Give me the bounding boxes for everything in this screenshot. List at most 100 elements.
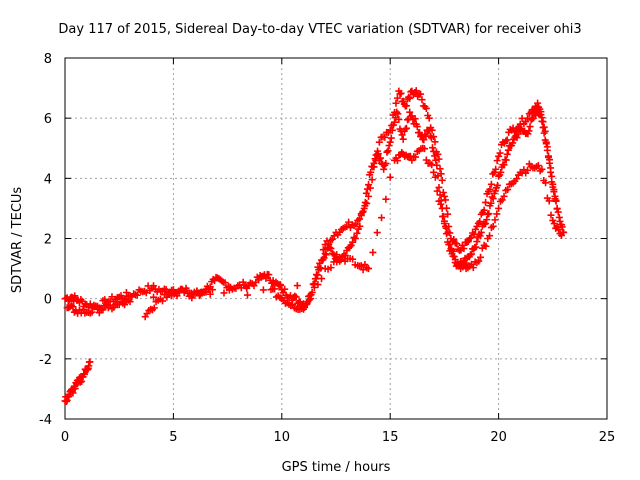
data-point-1 bbox=[202, 288, 210, 296]
data-point-1 bbox=[440, 192, 448, 200]
data-point-2 bbox=[547, 211, 555, 219]
data-point-2 bbox=[382, 195, 390, 203]
data-point-2 bbox=[460, 261, 468, 269]
data-point-2 bbox=[538, 165, 546, 173]
data-point-1 bbox=[450, 235, 458, 243]
x-tick-label-5: 25 bbox=[599, 430, 616, 445]
data-point-2 bbox=[339, 253, 347, 261]
grid-lines bbox=[65, 58, 607, 419]
data-point-1 bbox=[540, 123, 548, 131]
data-point-0 bbox=[386, 138, 394, 146]
data-point-2 bbox=[500, 192, 508, 200]
data-point-2 bbox=[491, 216, 499, 224]
data-point-2 bbox=[243, 291, 251, 299]
data-point-1 bbox=[195, 292, 203, 300]
data-point-2 bbox=[303, 300, 311, 308]
data-point-2 bbox=[408, 156, 416, 164]
data-point-0 bbox=[525, 127, 533, 135]
y-tick-labels: -4 -2 0 2 4 6 8 bbox=[39, 52, 52, 428]
data-point-1 bbox=[460, 245, 468, 253]
data-point-2 bbox=[486, 232, 494, 240]
data-point-0 bbox=[487, 199, 495, 207]
data-point-1 bbox=[293, 282, 301, 290]
data-point-0 bbox=[292, 293, 300, 301]
data-point-0 bbox=[328, 249, 336, 257]
data-point-1 bbox=[443, 204, 451, 212]
x-tick-label-3: 15 bbox=[382, 430, 399, 445]
data-point-1 bbox=[549, 183, 557, 191]
data-point-0 bbox=[133, 291, 141, 299]
data-point-0 bbox=[322, 251, 330, 259]
data-point-2 bbox=[310, 283, 318, 291]
data-point-1 bbox=[496, 149, 504, 157]
data-point-1 bbox=[402, 102, 410, 110]
data-point-2 bbox=[173, 292, 181, 300]
data-point-3 bbox=[71, 385, 79, 393]
data-point-1 bbox=[482, 198, 490, 206]
data-point-1 bbox=[365, 192, 373, 200]
data-point-1 bbox=[552, 196, 560, 204]
data-point-2 bbox=[477, 253, 485, 261]
data-point-0 bbox=[526, 123, 534, 131]
data-point-2 bbox=[197, 290, 204, 298]
data-point-0 bbox=[387, 134, 395, 142]
data-point-2 bbox=[439, 213, 447, 221]
data-point-1 bbox=[418, 96, 426, 104]
data-point-0 bbox=[380, 165, 388, 173]
data-point-0 bbox=[554, 208, 562, 216]
data-point-0 bbox=[150, 282, 158, 290]
data-point-0 bbox=[367, 168, 375, 176]
data-point-2 bbox=[534, 161, 542, 169]
data-point-1 bbox=[345, 218, 353, 226]
y-tick-label-2: 0 bbox=[44, 293, 52, 308]
data-point-1 bbox=[159, 297, 167, 305]
data-point-0 bbox=[495, 172, 503, 180]
data-point-0 bbox=[376, 154, 384, 162]
y-tick-label-1: -2 bbox=[39, 353, 52, 368]
x-tick-label-0: 0 bbox=[61, 430, 69, 445]
data-point-0 bbox=[494, 181, 502, 189]
data-point-1 bbox=[435, 155, 443, 163]
data-point-0 bbox=[432, 156, 440, 164]
data-point-1 bbox=[374, 147, 382, 155]
data-point-1 bbox=[425, 114, 433, 122]
data-point-0 bbox=[250, 282, 258, 290]
data-point-1 bbox=[386, 126, 394, 134]
data-point-0 bbox=[353, 229, 361, 237]
data-point-1 bbox=[502, 137, 510, 145]
data-point-1 bbox=[539, 118, 547, 126]
data-point-1 bbox=[366, 184, 374, 192]
data-point-0 bbox=[406, 108, 414, 116]
data-point-1 bbox=[444, 210, 452, 218]
data-point-1 bbox=[441, 196, 449, 204]
data-point-0 bbox=[384, 147, 392, 155]
x-tick-labels: 0 5 10 15 20 25 bbox=[61, 430, 615, 445]
data-point-0 bbox=[385, 142, 393, 150]
data-point-1 bbox=[225, 286, 233, 294]
data-point-1 bbox=[318, 256, 326, 264]
data-point-0 bbox=[504, 146, 512, 154]
data-point-2 bbox=[386, 173, 394, 181]
data-point-0 bbox=[472, 243, 480, 251]
data-point-1 bbox=[436, 165, 444, 173]
data-point-1 bbox=[391, 108, 399, 116]
data-point-2 bbox=[557, 231, 565, 239]
data-point-2 bbox=[271, 285, 279, 293]
data-point-0 bbox=[349, 238, 357, 246]
data-point-2 bbox=[411, 153, 419, 161]
data-point-3 bbox=[86, 358, 94, 366]
data-point-1 bbox=[242, 283, 250, 291]
data-point-2 bbox=[451, 256, 459, 264]
data-point-2 bbox=[433, 187, 441, 195]
data-point-0 bbox=[502, 156, 510, 164]
data-point-0 bbox=[265, 271, 273, 279]
data-point-2 bbox=[442, 224, 450, 232]
data-point-0 bbox=[399, 135, 407, 143]
data-point-2 bbox=[349, 255, 357, 263]
data-point-2 bbox=[437, 200, 445, 208]
data-point-1 bbox=[534, 99, 542, 107]
data-point-2 bbox=[513, 175, 521, 183]
data-point-2 bbox=[493, 210, 501, 218]
data-point-1 bbox=[163, 293, 171, 301]
data-point-0 bbox=[497, 168, 505, 176]
